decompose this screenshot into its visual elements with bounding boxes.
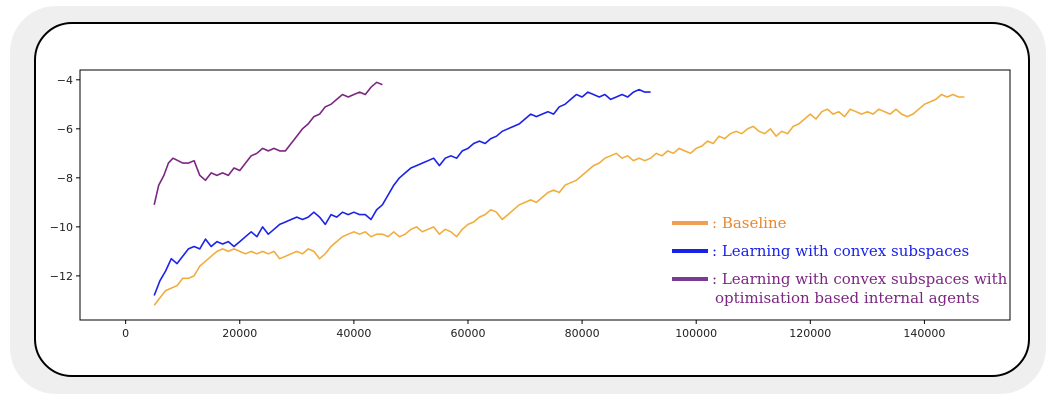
- legend-label-0: : Baseline: [712, 214, 787, 232]
- series-lines: [153, 81, 965, 306]
- chart-card: [34, 22, 1030, 377]
- y-tick-label-0: −12: [50, 270, 73, 283]
- x-tick-label-7: 140000: [903, 327, 945, 340]
- x-tick-label-1: 20000: [222, 327, 257, 340]
- x-tick-label-2: 40000: [336, 327, 371, 340]
- x-tick-label-0: 0: [122, 327, 129, 340]
- y-tick-label-3: −6: [57, 123, 73, 136]
- y-tick-label-4: −4: [57, 74, 73, 87]
- x-axis-ticks: 0 20000 40000 60000 80000 100000 120000 140000: [122, 320, 945, 340]
- x-tick-label-4: 80000: [565, 327, 600, 340]
- legend-label-2: : Learning with convex subspaces with opt…: [712, 270, 1008, 307]
- y-tick-label-1: −10: [50, 221, 73, 234]
- y-tick-label-2: −8: [57, 172, 73, 185]
- x-tick-label-6: 120000: [789, 327, 831, 340]
- plot-frame: [79, 69, 1011, 321]
- x-tick-label-3: 60000: [450, 327, 485, 340]
- x-tick-label-5: 100000: [675, 327, 717, 340]
- series-line-0: [153, 93, 965, 306]
- series-line-2: [153, 81, 383, 205]
- series-line-1: [153, 88, 651, 296]
- legend-label-1: : Learning with convex subspaces: [712, 242, 969, 260]
- y-axis-ticks: −12 −10 −8 −6 −4: [50, 74, 80, 283]
- legend: : Baseline : Learning with convex subspac…: [672, 214, 1008, 307]
